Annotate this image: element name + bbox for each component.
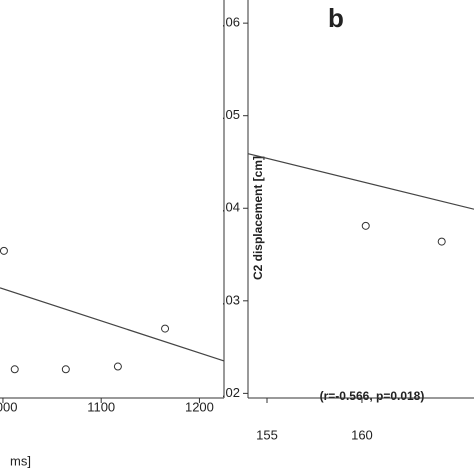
y-tick-label: .04 [222,200,240,215]
point [0,246,8,255]
x-axis-label: ms] [10,453,31,468]
y-tick-label: .03 [222,292,240,307]
panel-label: b [328,3,344,33]
point [113,362,122,371]
x-tick-label: 160 [351,427,373,442]
fit-line [0,287,225,362]
x-tick-label: 1200 [185,399,214,414]
fit-line [247,153,474,210]
x-tick-label: 155 [256,427,278,442]
point [437,237,446,246]
point [361,221,370,230]
y-tick-label: .06 [222,15,240,30]
point [10,365,19,374]
annotation: (r=-0.566, p=0.018) [320,389,425,403]
point [61,365,70,374]
y-tick-label: .05 [222,107,240,122]
y-tick-label: .02 [222,385,240,400]
x-tick-label: 1000 [0,399,17,414]
point [161,324,170,333]
y-axis-label: C2 displacement [cm] [251,156,265,280]
x-tick-label: 1100 [87,399,115,414]
